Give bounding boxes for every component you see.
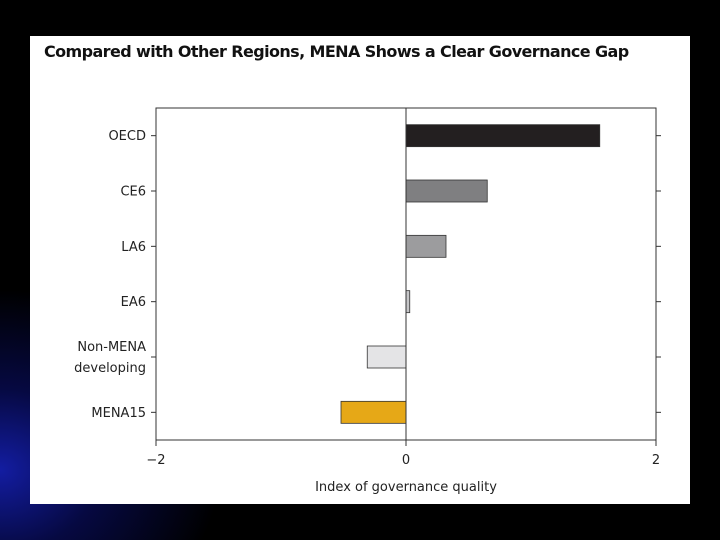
category-label-line: Non-MENA: [77, 340, 146, 355]
category-label-line: developing: [74, 361, 146, 376]
category-label-line: OECD: [108, 129, 146, 144]
bar-ce6: [405, 179, 488, 203]
x-tick-label: −2: [146, 453, 165, 468]
x-tick-label: 2: [652, 453, 660, 468]
category-label-line: MENA15: [91, 406, 146, 421]
category-labels: OECD CE6 LA6 EA6 Non-MENA developing MENA15: [74, 129, 146, 421]
bar-mena15: [340, 400, 407, 424]
x-tick-label: 0: [402, 453, 410, 468]
bar-ea6: [405, 290, 411, 314]
category-label-ea6: EA6: [121, 295, 146, 310]
category-label-ce6: CE6: [120, 185, 146, 200]
category-label-non-mena-developing: Non-MENA developing: [74, 340, 146, 376]
category-label-line: CE6: [120, 185, 146, 200]
category-label-mena15: MENA15: [91, 406, 146, 421]
bar-oecd: [405, 124, 601, 148]
category-label-oecd: OECD: [108, 129, 146, 144]
category-label-la6: LA6: [121, 240, 146, 255]
bar-group: [340, 124, 601, 424]
x-axis-ticks: −2 0 2: [146, 135, 661, 468]
bar-non-mena-developing: [366, 345, 407, 369]
governance-bar-chart: OECD CE6 LA6 EA6 Non-MENA developing MENA15 −2…: [74, 107, 661, 495]
chart-title: Compared with Other Regions, MENA Shows …: [44, 42, 629, 61]
slide-panel: OECD CE6 LA6 EA6 Non-MENA developing MENA15 −2…: [30, 36, 690, 504]
bar-la6: [405, 234, 447, 258]
x-axis-title: Index of governance quality: [315, 480, 497, 495]
category-label-line: LA6: [121, 240, 146, 255]
category-label-line: EA6: [121, 295, 146, 310]
